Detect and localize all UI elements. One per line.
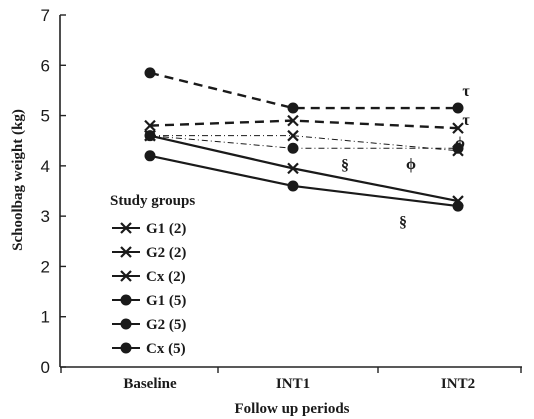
legend-title: Study groups	[110, 193, 195, 209]
y-axis: 0 1 2 3 4 5 6 7	[41, 6, 66, 377]
series-layer	[145, 67, 464, 211]
y-tick-label: 5	[41, 107, 50, 126]
annotation-label: §	[341, 157, 349, 174]
series-line	[150, 121, 458, 129]
y-tick-label: 2	[41, 257, 50, 276]
y-axis-title: Schoolbag weight (kg)	[10, 109, 26, 251]
data-point	[145, 130, 156, 141]
x-tick-label: INT1	[276, 376, 310, 392]
y-tick-label: 6	[41, 56, 50, 75]
series-2	[145, 116, 463, 134]
data-point	[288, 180, 299, 191]
annotation-label: ϕ	[455, 135, 465, 152]
data-point	[288, 103, 299, 114]
x-axis: Baseline INT1 INT2	[60, 367, 522, 392]
annotation-label: τ	[462, 83, 470, 100]
legend-item: G1 (2)	[112, 221, 186, 237]
data-point	[145, 150, 156, 161]
x-axis-title: Follow up periods	[234, 401, 349, 417]
legend: Study groups G1 (2) G2 (2) Cx (2) G1 (5) G2 …	[110, 193, 195, 357]
annotation-label: §	[399, 214, 407, 231]
x-ticks: Baseline INT1 INT2	[61, 367, 521, 392]
legend-swatch-marker	[121, 295, 132, 306]
annotation-label: τ	[462, 112, 470, 129]
y-tick-label: 0	[41, 358, 50, 377]
series-line	[150, 73, 458, 108]
legend-label: G1 (2)	[146, 221, 186, 237]
series-0	[145, 131, 463, 156]
data-point	[145, 67, 156, 78]
legend-swatch-marker	[121, 319, 132, 330]
legend-item: G1 (5)	[112, 293, 186, 309]
legend-label: Cx (2)	[146, 269, 186, 285]
series-3	[145, 130, 464, 154]
data-point	[288, 143, 299, 154]
legend-label: G1 (5)	[146, 293, 186, 309]
data-point	[453, 201, 464, 212]
series-5	[145, 67, 464, 113]
legend-item: Cx (5)	[112, 341, 186, 357]
y-tick-label: 1	[41, 308, 50, 327]
y-tick-label: 4	[41, 157, 50, 176]
legend-label: Cx (5)	[146, 341, 186, 357]
x-tick-label: Baseline	[123, 376, 177, 392]
legend-item: G2 (2)	[112, 245, 186, 261]
legend-item: Cx (2)	[112, 269, 186, 285]
annotation-label: ϕ	[406, 156, 416, 173]
y-ticks: 0 1 2 3 4 5 6 7	[41, 6, 66, 377]
x-tick-label: INT2	[441, 376, 475, 392]
legend-label: G2 (5)	[146, 317, 186, 333]
legend-swatch-marker	[121, 343, 132, 354]
y-tick-label: 7	[41, 6, 50, 25]
y-tick-label: 3	[41, 207, 50, 226]
legend-item: G2 (5)	[112, 317, 186, 333]
legend-label: G2 (2)	[146, 245, 186, 261]
